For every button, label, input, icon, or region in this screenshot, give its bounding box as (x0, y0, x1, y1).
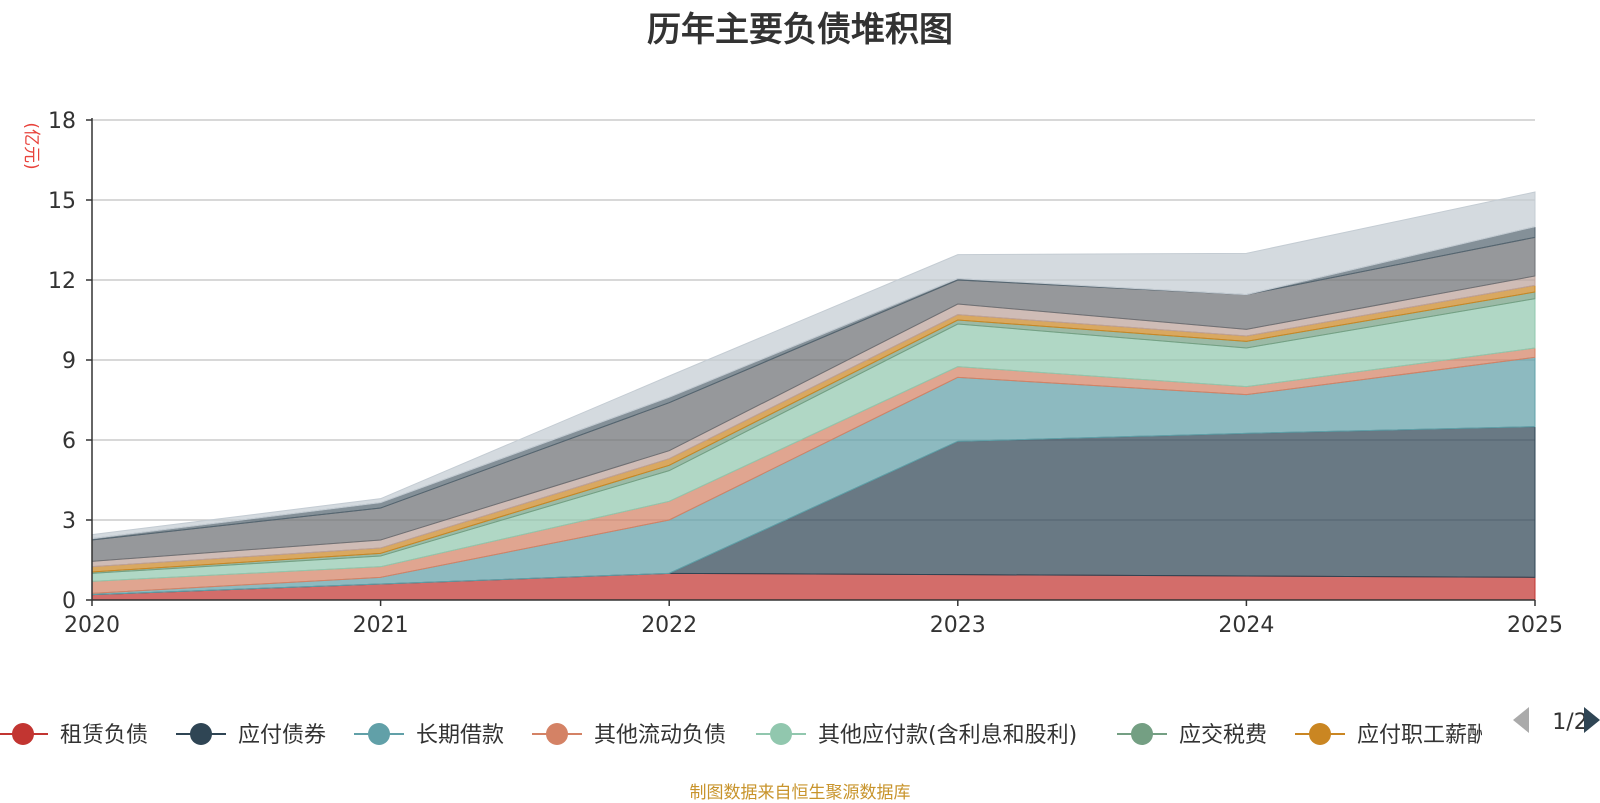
x-tick-label: 2025 (1507, 613, 1563, 638)
legend-marker-dot (770, 723, 792, 745)
area-series-10 (91, 191, 1536, 540)
legend-marker-dot (190, 723, 212, 745)
y-axis-unit-label: (亿元) (21, 122, 41, 169)
y-tick-label: 18 (48, 109, 76, 134)
y-tick-label: 9 (62, 349, 76, 374)
legend-marker-dot (546, 723, 568, 745)
x-tick-label: 2021 (353, 613, 409, 638)
legend-page-indicator: 1/2 (1552, 710, 1587, 735)
x-tick-label: 2023 (930, 613, 986, 638)
legend-item-label: 应付债券 (238, 723, 326, 748)
y-tick-label: 0 (62, 589, 76, 614)
y-tick-label: 3 (62, 509, 76, 534)
legend-item-label: 应付职工薪酬 (1357, 723, 1489, 748)
y-tick-label: 6 (62, 429, 76, 454)
legend-marker-dot (12, 723, 34, 745)
data-source-note: 制图数据来自恒生聚源数据库 (689, 783, 911, 803)
legend-item-label: 应交税费 (1179, 723, 1267, 748)
x-tick-label: 2022 (641, 613, 697, 638)
legend-next-page-icon[interactable] (1584, 707, 1600, 733)
legend-item-label: 长期借款 (416, 723, 504, 748)
y-tick-label: 15 (48, 189, 76, 214)
legend-marker-dot (368, 723, 390, 745)
x-tick-label: 2020 (64, 613, 120, 638)
chart-title: 历年主要负债堆积图 (647, 10, 953, 50)
legend-marker-dot (1131, 723, 1153, 745)
legend-item-label: 租赁负债 (60, 723, 148, 748)
legend-item-label: 其他应付款(含利息和股利) (818, 723, 1077, 748)
legend-marker-dot (1309, 723, 1331, 745)
y-tick-label: 12 (48, 269, 76, 294)
legend-item-label: 其他流动负债 (594, 723, 726, 748)
x-tick-label: 2024 (1218, 613, 1274, 638)
legend-prev-page-icon[interactable] (1513, 707, 1529, 733)
